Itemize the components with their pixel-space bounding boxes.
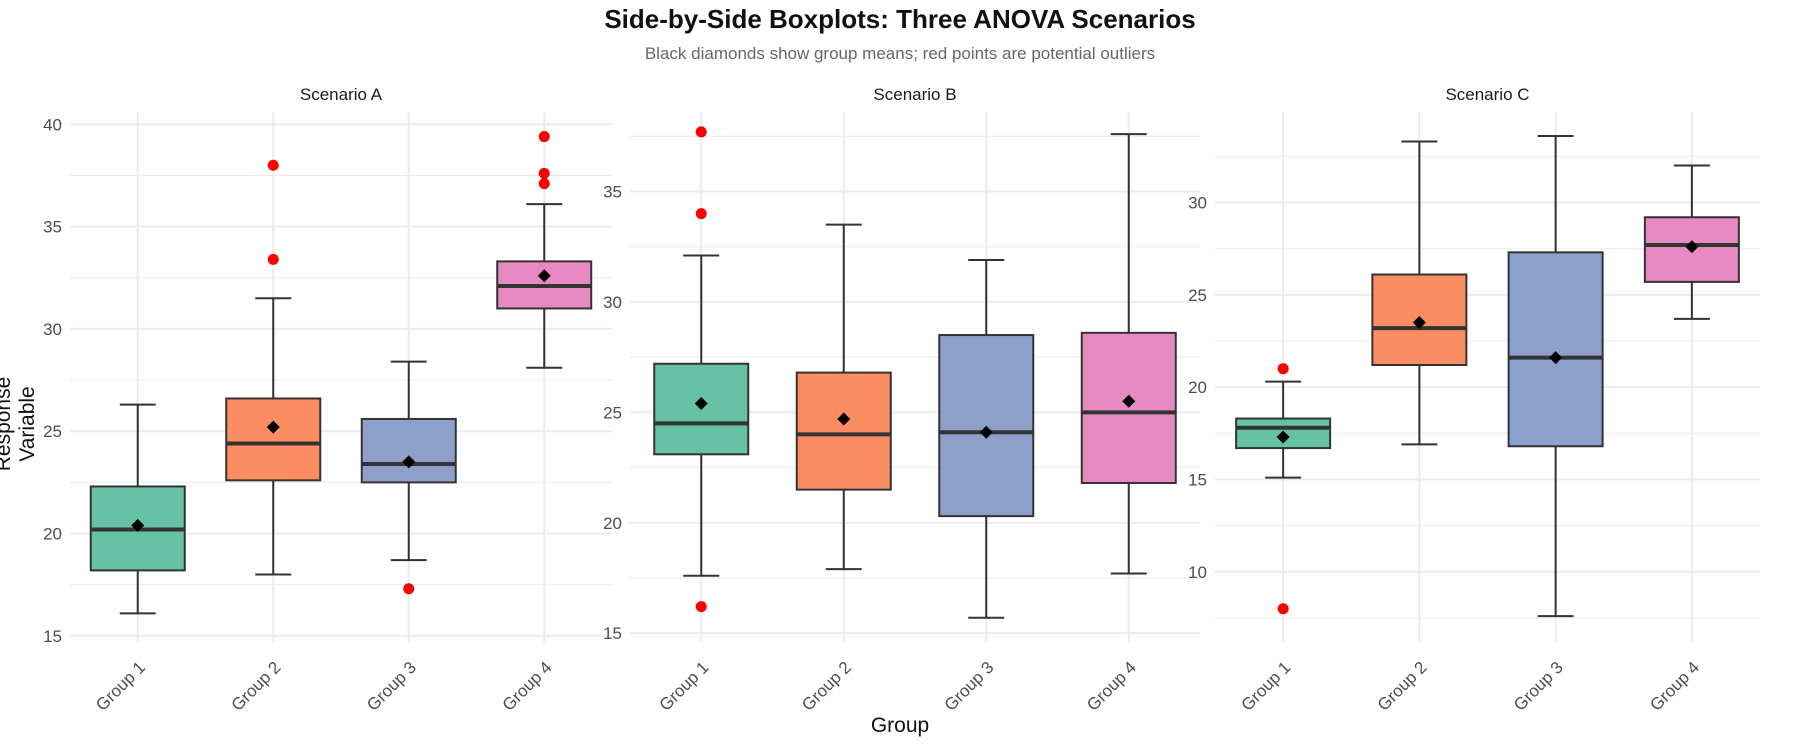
mean-diamond xyxy=(1412,316,1426,330)
x-tick-label: Group 2 xyxy=(798,658,855,715)
mean-diamond xyxy=(402,455,416,469)
x-tick-label: Group 3 xyxy=(941,658,998,715)
y-tick-label: 15 xyxy=(603,624,622,643)
mean-diamond xyxy=(837,412,851,426)
boxplot-group-3 xyxy=(938,258,1035,619)
outlier-point xyxy=(538,167,550,179)
x-tick-label: Group 2 xyxy=(1374,658,1431,715)
x-tick-label: Group 3 xyxy=(363,658,420,715)
iqr-box xyxy=(1080,331,1177,485)
boxplot-group-1 xyxy=(653,126,750,613)
chart-subtitle: Black diamonds show group means; red poi… xyxy=(644,44,1156,63)
outlier-point xyxy=(403,583,415,595)
y-tick-label: 30 xyxy=(603,293,622,312)
outlier-point xyxy=(1277,603,1289,615)
iqr-box xyxy=(225,397,322,482)
iqr-box xyxy=(360,417,457,484)
y-tick-label: 30 xyxy=(43,320,62,339)
x-tick-label: Group 4 xyxy=(499,658,556,715)
y-tick-label: 15 xyxy=(1188,470,1207,489)
mean-diamond xyxy=(1276,430,1290,444)
mean-diamond xyxy=(1549,351,1563,365)
boxplot-group-4 xyxy=(1643,164,1740,320)
panel-1: 15 20 25 30 35 40 Scenario A Group 1 Group 2 Grou… xyxy=(43,85,612,715)
iqr-box xyxy=(795,371,892,491)
panel-2: 15 20 25 30 35 Scenario B Group 1 Group 2 Group … xyxy=(603,85,1200,715)
y-tick-label: 30 xyxy=(1188,193,1207,212)
outlier-point xyxy=(538,131,550,143)
x-tick-label: Group 1 xyxy=(1237,658,1294,715)
boxplot-group-1 xyxy=(89,403,186,615)
x-axis-label: Group xyxy=(870,714,930,737)
y-tick-label: 20 xyxy=(43,525,62,544)
panel-3: 10 15 20 25 30 Scenario C Group 1 Group 2 Group … xyxy=(1188,85,1760,715)
boxplot-group-3 xyxy=(1507,135,1604,618)
x-tick-label: Group 1 xyxy=(656,658,713,715)
boxplot-group-2 xyxy=(225,159,322,576)
mean-diamond xyxy=(537,269,551,283)
boxplot-group-4 xyxy=(496,131,593,369)
y-tick-label: 10 xyxy=(1188,563,1207,582)
y-tick-label: 25 xyxy=(43,422,62,441)
outlier-point xyxy=(695,601,707,613)
chart-title: Side-by-Side Boxplots: Three ANOVA Scena… xyxy=(604,4,1196,34)
mean-diamond xyxy=(1122,394,1136,408)
y-axis-label: Response Variable xyxy=(0,376,39,472)
y-tick-label: 15 xyxy=(43,627,62,646)
panel-strip-label: Scenario C xyxy=(1445,85,1529,104)
y-tick-label: 35 xyxy=(603,183,622,202)
outlier-point xyxy=(538,178,550,190)
outlier-point xyxy=(267,159,279,171)
boxplot-group-3 xyxy=(360,360,457,595)
x-tick-label: Group 4 xyxy=(1083,658,1140,715)
outlier-point xyxy=(695,208,707,220)
outlier-point xyxy=(267,253,279,265)
x-tick-label: Group 4 xyxy=(1646,658,1703,715)
mean-diamond xyxy=(979,425,993,439)
panel-strip-label: Scenario B xyxy=(873,85,956,104)
mean-diamond xyxy=(1685,240,1699,254)
mean-diamond xyxy=(266,420,280,434)
x-tick-label: Group 1 xyxy=(92,658,149,715)
mean-diamond xyxy=(131,518,145,532)
y-tick-label: 20 xyxy=(1188,378,1207,397)
panel-strip-label: Scenario A xyxy=(300,85,383,104)
iqr-box xyxy=(938,334,1035,518)
mean-diamond xyxy=(694,397,708,410)
x-tick-label: Group 3 xyxy=(1510,658,1567,715)
boxplot-group-4 xyxy=(1080,133,1177,575)
outlier-point xyxy=(695,126,707,138)
boxplot-group-1 xyxy=(1235,363,1332,615)
y-tick-label: 40 xyxy=(43,115,62,134)
x-tick-label: Group 2 xyxy=(228,658,285,715)
boxplot-group-2 xyxy=(1371,140,1468,446)
iqr-box xyxy=(1507,251,1604,448)
y-tick-label: 25 xyxy=(603,403,622,422)
y-tick-label: 35 xyxy=(43,218,62,237)
y-tick-label: 20 xyxy=(603,514,622,533)
boxplot-group-2 xyxy=(795,223,892,571)
y-tick-label: 25 xyxy=(1188,286,1207,305)
outlier-point xyxy=(1277,363,1289,375)
